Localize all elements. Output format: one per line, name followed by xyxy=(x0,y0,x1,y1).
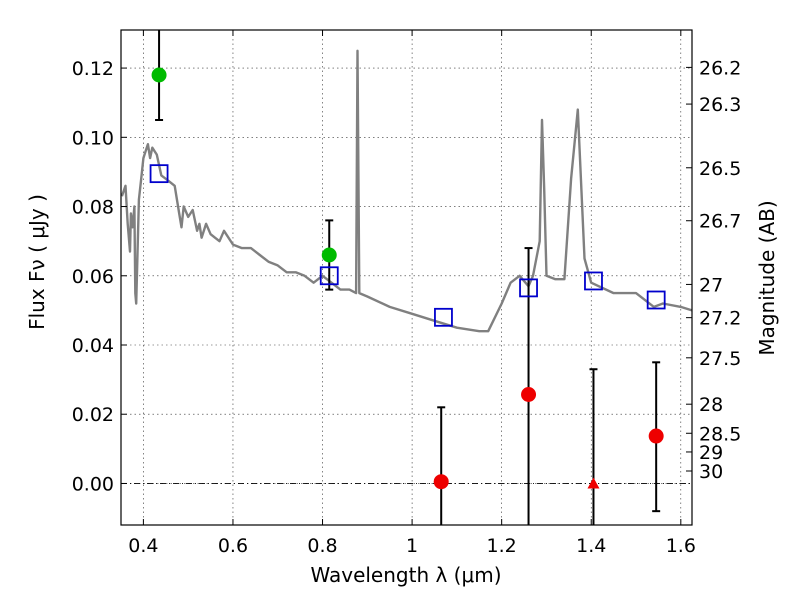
model-photometry-square xyxy=(519,278,538,298)
x-tick-label: 1 xyxy=(406,535,418,557)
y2-tick-label: 28.5 xyxy=(699,423,741,445)
y2-axis-label: Magnitude (AB) xyxy=(755,200,779,355)
y-axis-label: Flux Fν ( μJy ) xyxy=(25,194,49,330)
y2-tick-label: 26.2 xyxy=(699,57,741,79)
x-tick-label: 1.6 xyxy=(666,535,696,557)
model-photometry-square xyxy=(646,290,666,310)
model-spectrum-line xyxy=(121,49,692,333)
x-tick-label: 1.4 xyxy=(576,535,606,557)
faint-triangle-point xyxy=(587,477,600,489)
x-tick-label: 0.4 xyxy=(128,535,158,557)
y2-tick-label: 26.3 xyxy=(699,94,741,116)
model-photometry-square xyxy=(584,271,603,291)
model-photometry-square xyxy=(434,307,453,327)
y2-tick-label: 27 xyxy=(699,274,723,296)
data-markers xyxy=(149,67,666,490)
y-tick-label: 0.12 xyxy=(72,58,114,80)
y2-tick-label: 27.5 xyxy=(699,348,741,370)
y-tick-label: 0.00 xyxy=(72,473,114,495)
x-tick-label: 0.8 xyxy=(307,535,337,557)
y-axis-ticks: 0.00 0.02 0.04 0.06 0.08 0.10 0.12 xyxy=(72,58,127,495)
y2-tick-label: 29 xyxy=(699,442,723,464)
y-tick-label: 0.06 xyxy=(72,266,114,288)
model-spectrum xyxy=(121,49,692,333)
faint-point xyxy=(433,474,449,490)
y-tick-label: 0.08 xyxy=(72,197,114,219)
faint-point xyxy=(648,428,664,444)
y-tick-label: 0.04 xyxy=(72,335,114,357)
faint-point xyxy=(521,387,537,402)
x-tick-label: 0.6 xyxy=(218,535,248,557)
plot-frame xyxy=(120,29,693,526)
y-tick-label: 0.10 xyxy=(72,127,114,149)
y2-tick-label: 27.2 xyxy=(699,308,741,330)
y2-tick-label: 26.7 xyxy=(699,211,741,233)
model-photometry-square xyxy=(149,164,169,184)
y2-tick-label: 26.5 xyxy=(699,158,741,180)
x-axis-ticks: 0.4 0.6 0.8 1 1.2 1.4 1.6 xyxy=(128,30,696,557)
y2-tick-label: 30 xyxy=(699,461,723,483)
x-tick-label: 1.2 xyxy=(487,535,517,557)
y-tick-label: 0.02 xyxy=(72,404,114,426)
detection-point xyxy=(321,247,337,263)
y2-tick-label: 28 xyxy=(699,394,723,416)
x-axis-label: Wavelength λ (μm) xyxy=(310,563,501,587)
grid xyxy=(121,30,692,525)
model-photometry-square xyxy=(319,266,339,286)
detection-point xyxy=(151,67,167,83)
